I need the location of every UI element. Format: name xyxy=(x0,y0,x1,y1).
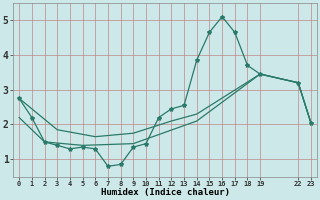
X-axis label: Humidex (Indice chaleur): Humidex (Indice chaleur) xyxy=(100,188,229,197)
